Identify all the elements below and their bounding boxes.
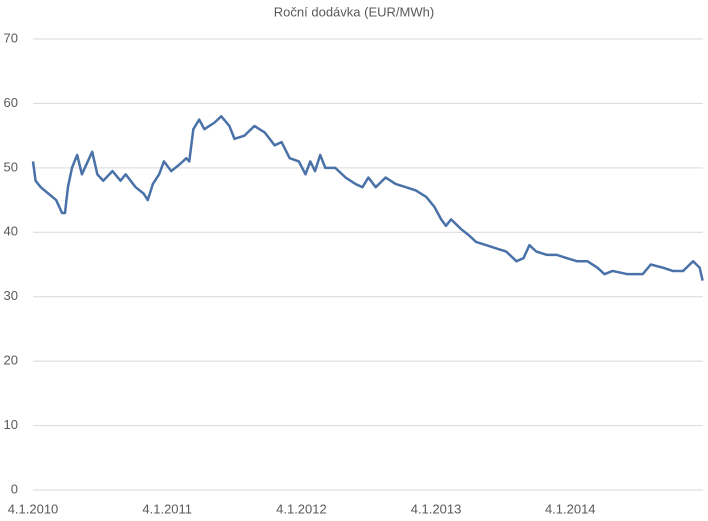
chart-title: Roční dodávka (EUR/MWh) <box>274 4 434 19</box>
y-tick-label: 50 <box>4 159 18 174</box>
y-tick-label: 30 <box>4 288 18 303</box>
y-tick-label: 20 <box>4 353 18 368</box>
y-tick-label: 10 <box>4 417 18 432</box>
x-tick-label: 4.1.2012 <box>276 501 327 516</box>
x-tick-label: 4.1.2010 <box>8 501 59 516</box>
y-tick-label: 70 <box>4 30 18 45</box>
line-series <box>31 115 704 281</box>
y-tick-label: 60 <box>4 95 18 110</box>
y-tick-label: 0 <box>11 481 18 496</box>
x-tick-label: 4.1.2011 <box>142 501 192 516</box>
y-tick-label: 40 <box>4 224 18 239</box>
x-tick-label: 4.1.2014 <box>545 501 596 516</box>
x-tick-label: 4.1.2013 <box>411 501 462 516</box>
